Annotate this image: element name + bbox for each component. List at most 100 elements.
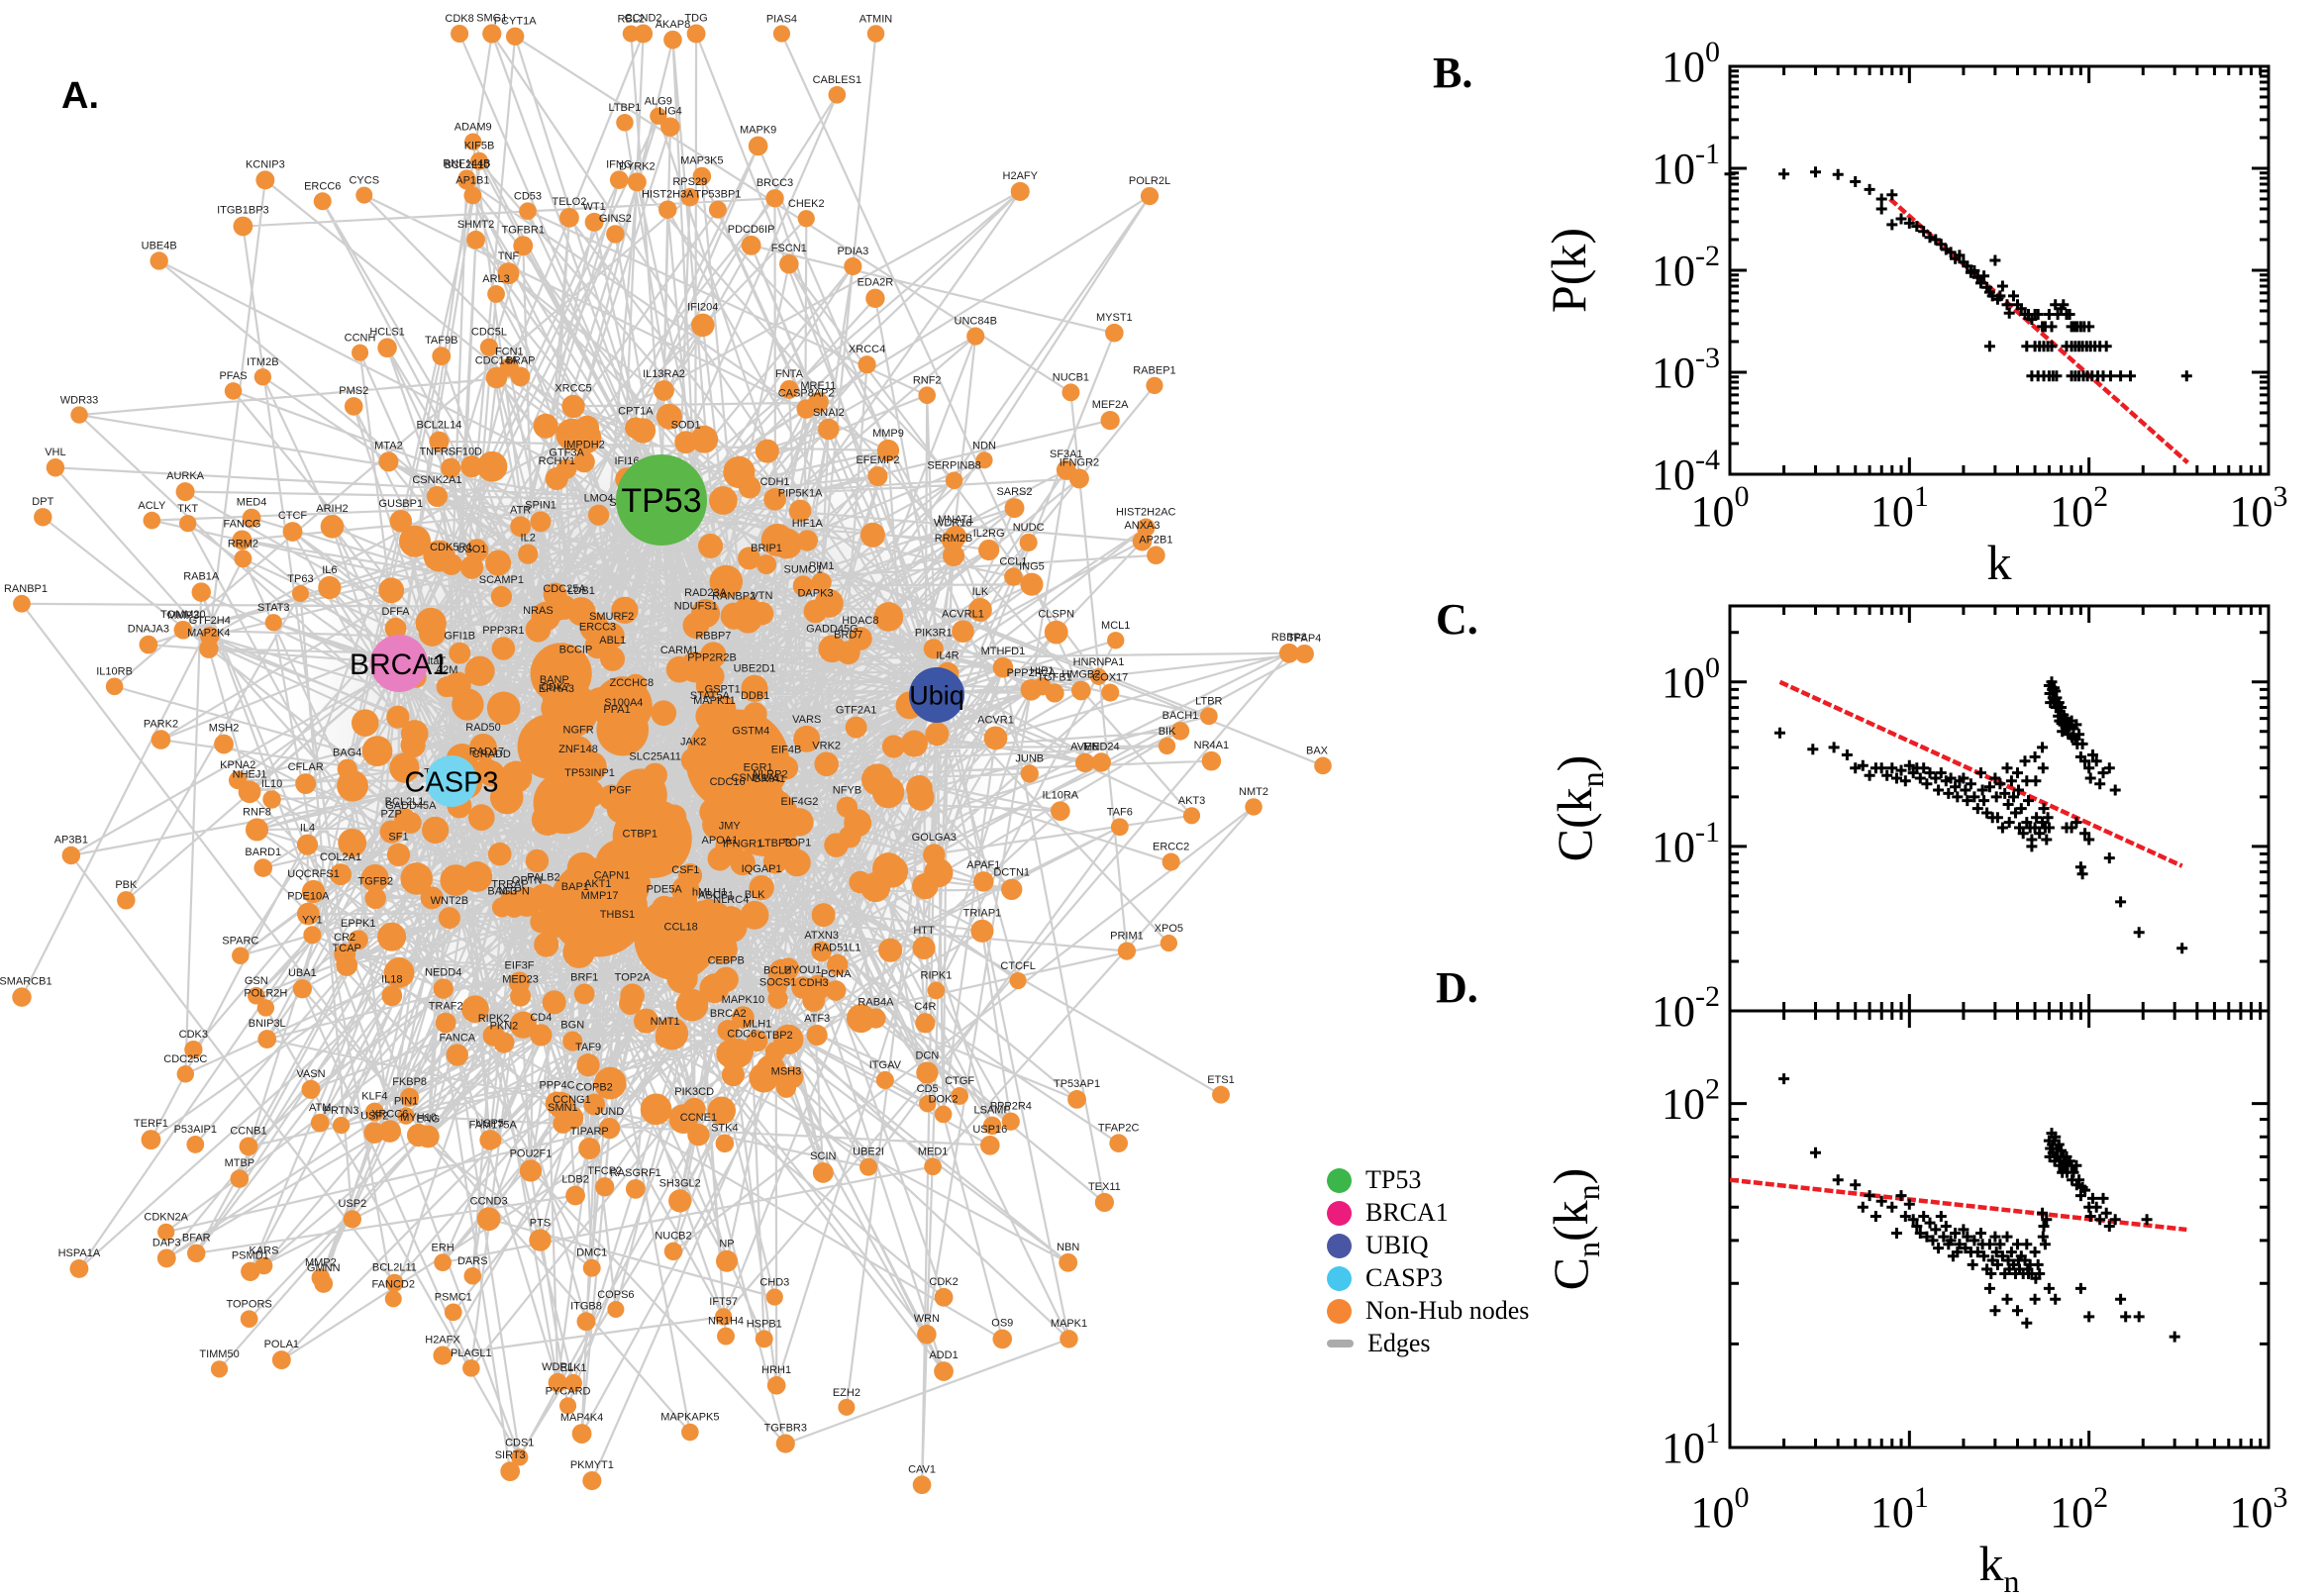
network-node [598,1117,621,1140]
network-node [1158,737,1176,755]
network-node [811,571,832,593]
network-node [377,922,407,951]
network-node-label: ERH [432,1242,454,1253]
network-node [296,834,319,855]
network-node [476,1207,501,1232]
network-node-label: IL4R [936,650,959,662]
network-node [625,1179,646,1199]
network-node [174,622,192,640]
network-node-label: IL13RA2 [643,368,685,380]
network-node [337,758,357,779]
network-node [1160,934,1177,952]
hub-node-brca1 [370,635,428,692]
network-node [257,1030,277,1048]
network-node-label: PRTN3 [324,1105,359,1117]
network-node [556,458,577,479]
network-node-label: XRCC6 [371,1108,408,1120]
network-node-label: EFEMP2 [856,454,899,466]
network-node-label: ITGB8 [570,1300,602,1312]
network-node-label: CR2 [334,932,355,944]
network-node-label: GFI1B [444,631,475,643]
network-node [765,189,784,208]
network-node [487,285,505,303]
network-node-label: BAG3 [487,885,516,897]
network-node-label: NDN [972,440,996,451]
network-node [230,1169,250,1188]
network-node-label: COL2A1 [320,851,361,863]
legend-item-brca1: BRCA1 [1327,1198,1529,1227]
network-node-label: GUSBP1 [378,498,423,510]
network-node-label: TOP2A [615,971,652,983]
network-node-label: BAP1 [561,881,589,893]
network-node [779,379,799,399]
network-node [674,431,698,454]
network-node [708,486,738,515]
network-node-label: TOP1 [783,838,812,849]
network-node-label: USF2 [360,1110,388,1122]
network-node [493,1032,515,1053]
network-node-label: PRIM1 [1110,931,1144,943]
network-node [157,1223,175,1241]
network-node [900,730,928,757]
legend-item-tp53: TP53 [1327,1165,1529,1194]
network-node-label: PPP2R2B [687,651,737,663]
network-node-label: SHMT2 [457,219,494,231]
network-node [1020,764,1039,783]
network-node-label: SOCS1 [759,977,796,989]
network-node-label: CDS1 [505,1437,534,1448]
network-node-label: SH3GL2 [659,1177,701,1189]
plot-panel-C: C(kn) [1547,604,2271,1013]
network-node-label: DARS [457,1255,488,1267]
network-node [741,235,761,255]
panel-b-label: B. [1433,49,1473,97]
network-node [690,425,719,453]
network-node-label: MAPK9 [740,125,776,137]
network-node-label: CDK5R1 [430,542,472,553]
network-node-label: hMLH1 [692,887,727,899]
network-node-label: USP2 [338,1198,366,1210]
network-node-label: YY1 [302,914,323,926]
network-node [1110,818,1129,837]
network-node-label: KIF5B [464,141,495,152]
network-node [389,752,420,783]
network-node-label: RAD51L1 [814,943,861,954]
network-node-label: PIP5K1A [778,488,823,500]
network-node-label: NEDD4 [425,966,461,978]
network-node-label: ATXN3 [804,930,839,942]
network-node-label: FANCD2 [372,1278,415,1290]
network-node [1067,1089,1086,1109]
network-node-label: FSCN1 [771,243,807,254]
network-node-label: TIMM50 [199,1348,239,1360]
network-node [440,553,462,575]
network-node-label: IL10 [261,778,282,790]
network-node [460,454,483,478]
network-node [519,1159,543,1182]
network-node [1059,1252,1078,1272]
network-node-label: PCYT1A [494,16,537,28]
network-node [686,24,706,44]
network-node [772,25,791,43]
network-node-label: COPS6 [597,1289,634,1301]
network-node [715,1134,735,1153]
network-node-label: CDC5L [471,327,507,339]
network-node-label: TNFRSF10D [419,447,482,458]
network-node [865,288,885,309]
network-node-label: RANBP1 [4,583,48,595]
network-node [1068,468,1089,489]
network-node-label: CCL1 [999,555,1027,567]
network-node-label: DCTN1 [993,867,1030,879]
network-node [675,988,709,1022]
network-node-label: GTF2A1 [836,705,877,717]
network-node-label: CFLAR [288,761,324,773]
hub-node-tp53 [616,454,707,546]
network-node [651,700,677,727]
network-node [438,907,460,930]
network-node [818,418,840,441]
network-node [663,1242,683,1261]
network-node [812,1161,834,1183]
network-node-label: FNTA [775,368,804,380]
network-node-label: EPPK1 [341,918,375,930]
panel-d-label: D. [1436,963,1478,1012]
network-node [797,210,815,228]
network-node-label: JAK2 [680,736,706,748]
